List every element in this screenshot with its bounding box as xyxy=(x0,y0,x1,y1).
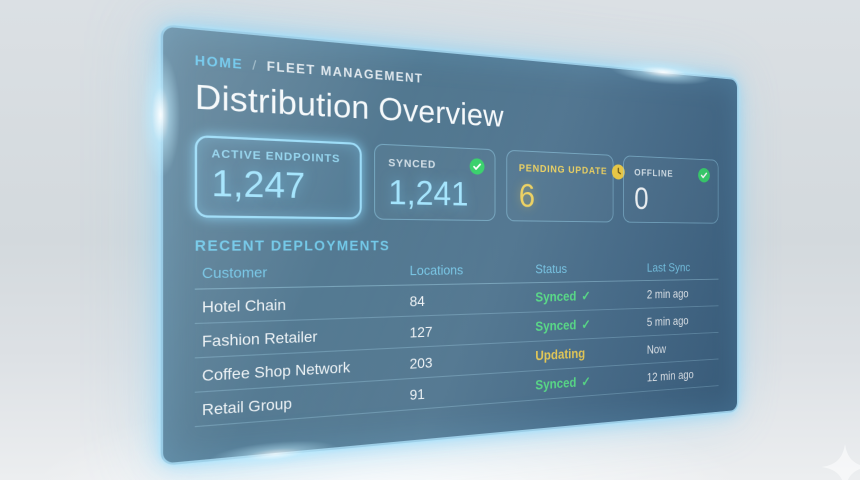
status-text: Synced xyxy=(535,289,577,305)
customer-cell: Coffee Shop Network xyxy=(201,357,351,384)
card-value: 1,241 xyxy=(388,172,469,213)
card-header: PENDING UPDATE xyxy=(519,160,626,180)
stat-card-pending-update[interactable]: PENDING UPDATE 6 xyxy=(506,149,626,223)
locations-cell: 91 xyxy=(409,384,425,403)
last-sync-cell: 5 min ago xyxy=(646,313,689,329)
card-header: SYNCED xyxy=(388,155,485,175)
breadcrumb-current: FLEET MANAGEMENT xyxy=(266,58,424,86)
card-value: 0 xyxy=(634,180,649,216)
card-header: OFFLINE xyxy=(634,165,710,183)
status-text: Synced xyxy=(535,375,577,393)
last-sync-cell: 2 min ago xyxy=(646,286,689,301)
stat-cards-row: ACTIVE ENDPOINTS 1,247 SYNCED 1,241 xyxy=(194,134,719,224)
locations-cell: 84 xyxy=(409,291,425,309)
card-label: PENDING UPDATE xyxy=(518,162,608,178)
last-sync-cell: Now xyxy=(646,342,667,357)
status-cell: Updating xyxy=(535,343,647,364)
last-sync-cell: 12 min ago xyxy=(646,367,694,384)
edge-glare-left xyxy=(140,50,181,179)
breadcrumb-separator: / xyxy=(252,57,258,74)
status-text: Updating xyxy=(535,346,586,364)
status-cell: Synced ✓ xyxy=(535,315,647,335)
recent-deployments-heading: RECENT DEPLOYMENTS xyxy=(194,236,390,255)
card-value: 1,247 xyxy=(211,161,306,206)
sparkle-watermark-icon xyxy=(822,444,860,480)
stat-card-active-endpoints[interactable]: ACTIVE ENDPOINTS 1,247 xyxy=(194,134,362,220)
breadcrumb-home-link[interactable]: HOME xyxy=(194,52,244,73)
dashboard-panel-wrap: HOME / FLEET MANAGEMENT Distribution Ove… xyxy=(140,24,800,473)
status-text: Synced xyxy=(535,317,577,334)
customer-cell: Hotel Chain xyxy=(201,295,286,316)
status-check-icon: ✓ xyxy=(581,288,591,303)
status-cell: Synced ✓ xyxy=(535,287,647,305)
check-circle-icon xyxy=(469,158,485,175)
check-circle-icon xyxy=(698,167,710,183)
dashboard-panel: HOME / FLEET MANAGEMENT Distribution Ove… xyxy=(140,24,739,473)
card-label: OFFLINE xyxy=(634,166,674,180)
column-header-locations: Locations xyxy=(409,262,464,279)
locations-cell: 127 xyxy=(409,322,433,341)
column-header-last-sync: Last Sync xyxy=(646,260,691,275)
card-label: SYNCED xyxy=(388,156,437,172)
customer-cell: Fashion Retailer xyxy=(201,326,318,350)
locations-cell: 203 xyxy=(409,353,433,372)
stat-card-synced[interactable]: SYNCED 1,241 xyxy=(374,143,496,222)
edge-glare-top xyxy=(610,55,714,89)
customer-cell: Retail Group xyxy=(201,393,292,419)
status-check-icon: ✓ xyxy=(581,316,591,332)
status-cell: Synced ✓ xyxy=(535,370,647,393)
card-value: 6 xyxy=(518,176,535,214)
stat-card-offline[interactable]: OFFLINE 0 xyxy=(623,155,719,224)
status-check-icon: ✓ xyxy=(581,373,591,389)
deployments-table: Customer Locations Status Last Sync Hote… xyxy=(194,258,719,428)
column-header-customer: Customer xyxy=(201,263,268,282)
edge-glare-bottom xyxy=(209,436,338,473)
column-header-status: Status xyxy=(535,261,567,277)
